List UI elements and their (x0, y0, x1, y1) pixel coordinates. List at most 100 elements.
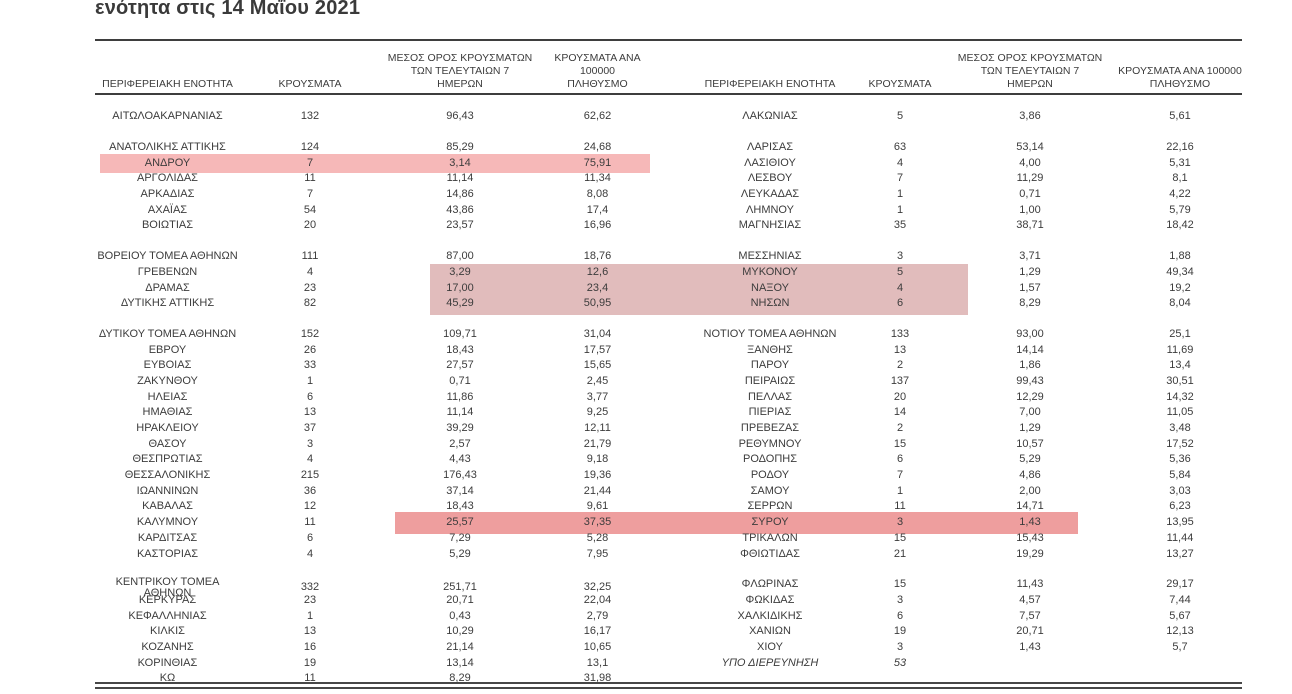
cell-per100k: 10,65 (583, 640, 612, 653)
table-row: ΖΑΚΥΝΘΟΥ 1 0,71 2,45 (95, 374, 655, 390)
table-row: ΣΥΡΟΥ 3 1,43 13,95 (685, 515, 1245, 531)
table-row: ΑΡΚΑΔΙΑΣ 7 14,86 8,08 (95, 187, 655, 203)
cell-name: ΞΑΝΘΗΣ (747, 343, 793, 356)
cell-name: ΚΑΒΑΛΑΣ (142, 500, 193, 513)
cell-cases: 19 (303, 656, 317, 669)
cell-avg7: 27,57 (446, 359, 474, 372)
table-group: ΦΛΩΡΙΝΑΣ 15 11,43 29,17 ΦΩΚΙΔΑΣ 3 4,57 7,44 ΧΑΛΚ… (685, 577, 1245, 671)
table-row: ΑΝΑΤΟΛΙΚΗΣ ΑΤΤΙΚΗΣ 124 85,29 24,68 (95, 140, 655, 156)
cell-name: ΛΑΡΙΣΑΣ (746, 141, 793, 154)
table-row: ΚΕΝΤΡΙΚΟΥ ΤΟΜΕΑ ΑΘΗΝΩΝ 332 251,71 32,25 (95, 576, 655, 598)
cell-name: ΦΘΙΩΤΙΔΑΣ (740, 547, 800, 560)
table-row: ΛΗΜΝΟΥ 1 1,00 5,79 (685, 202, 1245, 218)
table-row: ΚΟΡΙΝΘΙΑΣ 19 13,14 13,1 (95, 655, 655, 671)
cell-cases: 1 (896, 484, 904, 497)
cell-per100k: 5,31 (1169, 156, 1191, 169)
cell-per100k: 2,45 (586, 374, 609, 387)
table-row: ΛΑΚΩΝΙΑΣ 5 3,86 5,61 (685, 109, 1245, 125)
table-row: ΘΕΣΠΡΩΤΙΑΣ 4 4,43 9,18 (95, 452, 655, 468)
left-table-body: ΑΙΤΩΛΟΑΚΑΡΝΑΝΙΑΣ 132 96,43 62,62 ΑΝΑΤΟΛΙΚΗΣ … (95, 109, 655, 687)
cell-cases: 6 (896, 297, 904, 310)
cell-avg7: 23,57 (446, 219, 474, 232)
cell-name: ΚΕΡΚΥΡΑΣ (138, 593, 197, 606)
cell-per100k: 9,18 (586, 453, 609, 466)
header-per100k: ΚΡΟΥΣΜΑΤΑ ΑΝΑ 100000 ΠΛΗΘΥΣΜΟ (1118, 65, 1242, 90)
cell-per100k: 32,25 (583, 581, 612, 594)
cell-name: ΚΙΛΚΙΣ (150, 625, 185, 638)
cell-name: ΛΑΣΙΘΙΟΥ (744, 156, 796, 169)
cell-per100k: 29,17 (1166, 578, 1194, 591)
cell-avg7: 4,86 (1019, 469, 1041, 482)
right-table-header: ΠΕΡΙΦΕΡΕΙΑΚΗ ΕΝΟΤΗΤΑ ΚΡΟΥΣΜΑΤΑ ΜΕΣΟΣ ΟΡΟ… (685, 44, 1245, 93)
cell-per100k: 15,65 (583, 359, 612, 372)
cell-name: ΗΡΑΚΛΕΙΟΥ (136, 422, 199, 435)
cell-avg7: 14,71 (1016, 500, 1044, 513)
cell-per100k: 1,88 (1169, 250, 1191, 263)
cell-per100k: 49,34 (1166, 265, 1194, 278)
cell-name: ΧΙΟΥ (757, 640, 783, 653)
cell-cases: 15 (893, 437, 907, 450)
cell-name: ΛΗΜΝΟΥ (746, 203, 794, 216)
cell-cases: 11 (304, 172, 316, 185)
cell-avg7: 11,43 (1016, 578, 1044, 591)
table-row: ΛΑΣΙΘΙΟΥ 4 4,00 5,31 (685, 155, 1245, 171)
cell-name: ΓΡΕΒΕΝΩΝ (137, 265, 198, 278)
cell-avg7: 2,57 (449, 437, 471, 450)
table-row: ΑΡΓΟΛΙΔΑΣ 11 11,14 11,34 (95, 171, 655, 187)
cell-name: ΒΟΡΕΙΟΥ ΤΟΜΕΑ ΑΘΗΝΩΝ (97, 250, 238, 263)
table-row: ΑΝΔΡΟΥ 7 3,14 75,91 (95, 155, 655, 171)
header-region: ΠΕΡΙΦΕΡΕΙΑΚΗ ΕΝΟΤΗΤΑ (704, 78, 836, 90)
cell-avg7: 17,00 (446, 281, 474, 294)
cell-cases: 152 (300, 327, 320, 340)
cell-avg7: 43,86 (446, 203, 474, 216)
cell-avg7: 3,71 (1019, 250, 1041, 263)
cell-cases: 33 (303, 359, 317, 372)
cell-per100k: 18,42 (1166, 219, 1194, 232)
cell-cases: 37 (303, 422, 317, 435)
cell-cases: 63 (893, 141, 907, 154)
cell-cases: 12 (303, 500, 317, 513)
cell-avg7: 10,29 (446, 625, 474, 638)
cell-avg7: 37,14 (446, 484, 474, 497)
cell-cases: 6 (896, 609, 904, 622)
cell-avg7: 15,43 (1016, 531, 1044, 544)
cell-cases: 21 (893, 547, 907, 560)
table-group: ΛΑΡΙΣΑΣ 63 53,14 22,16 ΛΑΣΙΘΙΟΥ 4 4,00 5,31 ΛΕΣΒ… (685, 140, 1245, 234)
cell-avg7: 45,29 (446, 297, 474, 310)
cell-cases: 3 (896, 640, 904, 653)
cell-name: ΜΕΣΣΗΝΙΑΣ (738, 250, 802, 263)
cell-avg7: 7,29 (449, 531, 471, 544)
cell-name: ΑΧΑΪΑΣ (147, 203, 188, 216)
cell-per100k: 8,1 (1172, 172, 1188, 185)
table-row: ΗΛΕΙΑΣ 6 11,86 3,77 (95, 389, 655, 405)
cell-avg7: 4,57 (1019, 593, 1041, 606)
right-table-body: ΛΑΚΩΝΙΑΣ 5 3,86 5,61 ΛΑΡΙΣΑΣ 63 53,14 22,16 ΛΑΣΙ… (685, 109, 1245, 671)
cell-name: ΚΑΣΤΟΡΙΑΣ (136, 547, 199, 560)
cell-avg7: 25,57 (446, 516, 474, 529)
cell-cases: 2 (896, 422, 904, 435)
cell-per100k: 31,98 (583, 672, 612, 685)
cell-per100k: 12,11 (584, 422, 611, 435)
cell-cases: 23 (303, 281, 317, 294)
table-row: ΥΠΟ ΔΙΕΡΕΥΝΗΣΗ 53 (685, 655, 1245, 671)
cell-name: ΑΡΚΑΔΙΑΣ (140, 188, 195, 201)
cell-name: ΑΝΔΡΟΥ (144, 156, 191, 169)
cell-cases: 215 (300, 469, 320, 482)
cell-per100k: 9,25 (586, 406, 609, 419)
cell-per100k: 4,22 (1169, 188, 1191, 201)
cell-per100k: 7,95 (586, 547, 609, 560)
cell-name: ΡΟΔΟΥ (750, 469, 790, 482)
cell-per100k: 13,27 (1166, 547, 1194, 560)
cell-avg7: 176,43 (443, 469, 477, 482)
table-row: ΘΕΣΣΑΛΟΝΙΚΗΣ 215 176,43 19,36 (95, 468, 655, 484)
cell-avg7: 87,00 (446, 250, 474, 263)
cell-name: ΖΑΚΥΝΘΟΥ (137, 374, 198, 387)
cell-per100k: 19,36 (583, 469, 612, 482)
cell-avg7: 4,43 (449, 453, 471, 466)
table-row: ΜΑΓΝΗΣΙΑΣ 35 38,71 18,42 (685, 218, 1245, 234)
table-group: ΝΟΤΙΟΥ ΤΟΜΕΑ ΑΘΗΝΩΝ 133 93,00 25,1 ΞΑΝΘΗΣ 13 1… (685, 327, 1245, 562)
cell-per100k: 8,08 (586, 188, 609, 201)
table-row: ΞΑΝΘΗΣ 13 14,14 11,69 (685, 342, 1245, 358)
header-per100k: ΚΡΟΥΣΜΑΤΑ ΑΝΑ 100000 ΠΛΗΘΥΣΜΟ (554, 52, 641, 90)
cell-name: ΠΡΕΒΕΖΑΣ (740, 422, 800, 435)
